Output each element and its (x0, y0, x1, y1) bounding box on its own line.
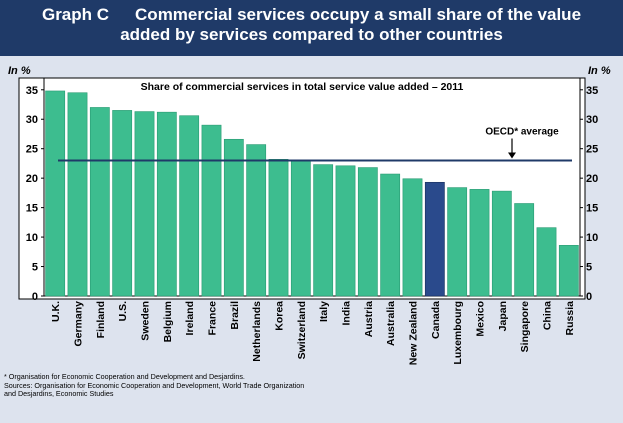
x-tick-label: Sweden (140, 301, 152, 341)
bar-korea (268, 159, 289, 297)
x-tick-label: U.S. (117, 301, 129, 322)
y-tick-label-left: 20 (26, 173, 38, 185)
bar-australia (380, 173, 401, 297)
y-tick-label-right: 5 (586, 262, 592, 274)
bar-russia (558, 245, 579, 297)
x-tick-label: Netherlands (251, 301, 263, 362)
bar-japan (491, 190, 512, 297)
bar-mexico (469, 189, 490, 297)
x-tick-label: U.K. (50, 301, 62, 322)
x-tick-label: Germany (73, 301, 85, 347)
y-tick-label-right: 35 (586, 85, 598, 97)
x-tick-label: Austria (363, 301, 375, 337)
bar-finland (89, 107, 110, 297)
x-tick-label: Switzerland (296, 301, 308, 359)
bar-chart: In % In % Share of commercial services i… (8, 65, 611, 365)
x-tick-label: France (207, 301, 219, 336)
bar-netherlands (246, 144, 267, 297)
x-tick-label: Russia (564, 301, 576, 336)
oecd-average-label: OECD* average (485, 126, 559, 137)
bar-brazil (223, 138, 244, 297)
y-tick-label-right: 10 (586, 232, 598, 244)
graph-title-line-2: added by services compared to other coun… (120, 25, 503, 44)
y-axis-label-right: In % (588, 65, 611, 77)
x-tick-label: New Zealand (408, 301, 420, 365)
y-tick-label-left: 0 (32, 291, 38, 303)
x-tick-label: Finland (95, 301, 107, 338)
x-tick-label: India (341, 301, 353, 326)
graph-label: Graph C (41, 5, 110, 24)
bar-china (536, 227, 557, 297)
bar-belgium (156, 111, 177, 297)
y-tick-label-left: 15 (26, 203, 38, 215)
y-tick-label-right: 30 (586, 114, 598, 126)
bar-france (201, 124, 222, 297)
y-tick-label-left: 10 (26, 232, 38, 244)
bar-sweden (134, 111, 155, 297)
bar-u-s (112, 110, 133, 297)
x-tick-label: Japan (497, 301, 509, 331)
bar-germany (67, 92, 88, 297)
header-line-1: Graph C Commercial services occupy a smal… (0, 5, 623, 25)
bar-italy (313, 164, 334, 297)
y-tick-label-left: 25 (26, 144, 38, 156)
bar-austria (357, 167, 378, 297)
x-tick-label: Brazil (229, 301, 241, 330)
y-axis-label-left: In % (8, 65, 31, 77)
footnote-sources: Sources: Organisation for Economic Coope… (4, 380, 305, 390)
bar-ireland (179, 115, 200, 297)
footnote-definition: * Organisation for Economic Cooperation … (4, 372, 245, 381)
y-tick-label-left: 35 (26, 85, 38, 97)
x-tick-label: Mexico (475, 301, 487, 337)
bar-luxembourg (447, 187, 468, 297)
x-tick-label: Luxembourg (452, 301, 464, 365)
footnotes: * Organisation for Economic Cooperation … (4, 372, 305, 399)
x-tick-label: Ireland (184, 301, 196, 335)
bar-india (335, 165, 356, 297)
bar-switzerland (290, 160, 311, 297)
y-tick-label-left: 30 (26, 114, 38, 126)
bar-u-k (45, 90, 66, 297)
arrowhead-icon (508, 152, 516, 159)
x-tick-label: Italy (318, 301, 330, 322)
x-tick-label: Australia (385, 301, 397, 346)
x-tick-label: Singapore (519, 301, 531, 353)
bar-new-zealand (402, 178, 423, 297)
x-tick-label: China (542, 301, 554, 330)
y-tick-label-right: 15 (586, 203, 598, 215)
x-tick-label: Belgium (162, 301, 174, 342)
chart-header: Graph C Commercial services occupy a smal… (0, 0, 623, 56)
bar-canada (424, 181, 445, 297)
graph-title-line-1: Commercial services occupy a small share… (135, 5, 582, 24)
y-tick-label-left: 5 (32, 262, 38, 274)
chart-title: Share of commercial services in total se… (141, 81, 464, 93)
footnote-sources-cont: and Desjardins, Economic Studies (4, 389, 114, 399)
x-tick-label: Korea (274, 301, 286, 331)
y-tick-label-right: 25 (586, 144, 598, 156)
y-tick-label-right: 0 (586, 291, 592, 303)
bar-singapore (514, 203, 535, 297)
x-tick-label: Canada (430, 301, 442, 339)
y-tick-label-right: 20 (586, 173, 598, 185)
